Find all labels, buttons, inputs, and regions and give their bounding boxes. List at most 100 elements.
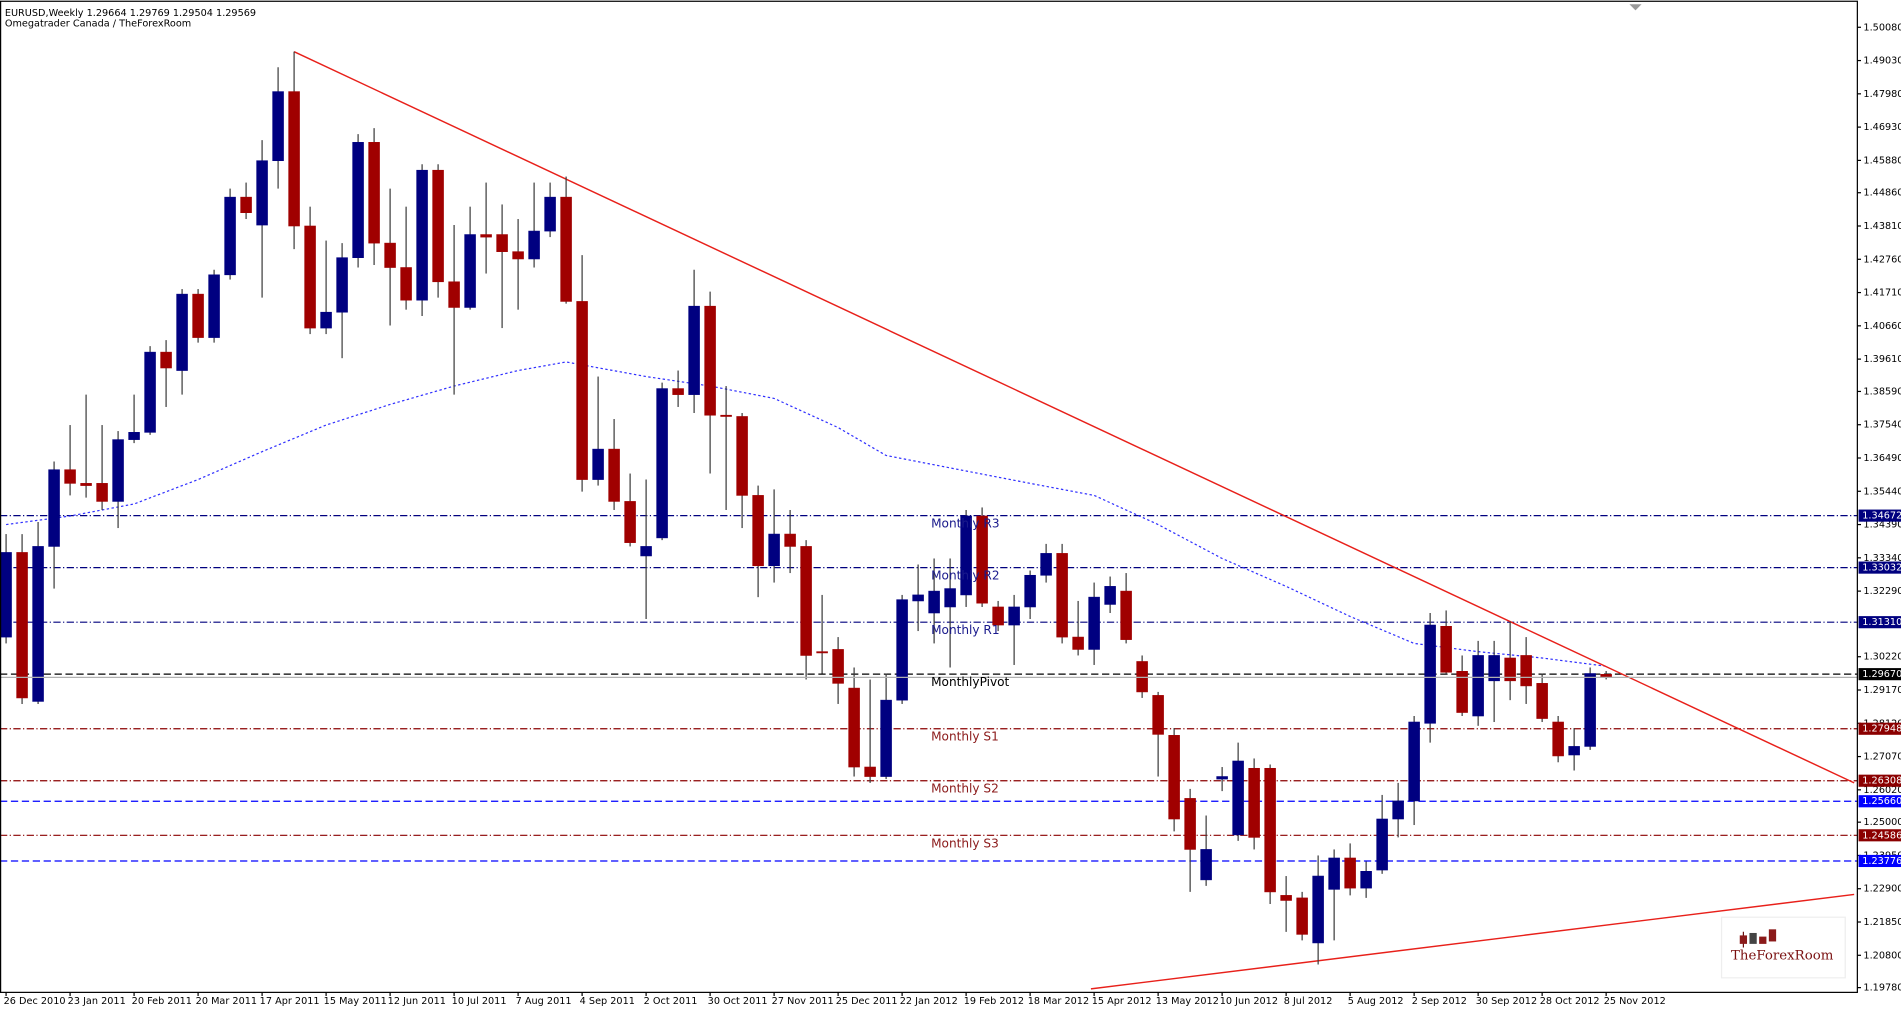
candle-body <box>1488 655 1500 682</box>
candle-body <box>784 533 796 547</box>
candle-body <box>864 766 876 777</box>
y-tick-label: 1.47980 <box>1863 89 1901 100</box>
candle-body <box>1520 655 1532 687</box>
candle-body <box>432 169 444 283</box>
x-tick-label: 15 May 2011 <box>324 996 387 1007</box>
y-tick-label: 1.40660 <box>1863 321 1901 332</box>
x-tick-label: 27 Nov 2011 <box>772 996 834 1007</box>
x-tick-label: 25 Dec 2011 <box>836 996 898 1007</box>
candle-body <box>512 251 524 260</box>
candle-body <box>848 687 860 768</box>
candle-body <box>528 230 540 260</box>
candle-body <box>624 501 636 543</box>
candle-body <box>320 311 332 329</box>
x-tick-label: 8 Jul 2012 <box>1284 996 1333 1007</box>
candle-body <box>1120 590 1132 640</box>
candle-body <box>1152 695 1164 735</box>
candle-body <box>368 142 380 244</box>
trend-line <box>1090 893 1855 990</box>
y-tick-label: 1.36490 <box>1863 453 1901 464</box>
candle-body <box>704 305 716 416</box>
level-value-box <box>1858 774 1901 787</box>
x-tick-label: 26 Dec 2010 <box>4 996 66 1007</box>
candle-body <box>336 257 348 313</box>
candle-body <box>176 293 188 371</box>
chart-shift-marker <box>1629 4 1642 11</box>
x-tick-label: 10 Jul 2011 <box>452 996 507 1007</box>
candle-body <box>1568 746 1580 756</box>
candle-body <box>256 160 268 226</box>
x-tick-label: 19 Feb 2012 <box>964 996 1024 1007</box>
y-tick-label: 1.32290 <box>1863 586 1901 597</box>
logo-icon <box>1749 932 1757 944</box>
y-tick-label: 1.49030 <box>1863 56 1901 67</box>
y-tick-label: 1.35440 <box>1863 486 1901 497</box>
candle-body <box>48 469 60 547</box>
y-tick-label: 1.42760 <box>1863 254 1901 265</box>
candle-body <box>80 483 92 486</box>
candle-body <box>0 552 12 638</box>
level-value-label: 1.27948 <box>1862 724 1901 735</box>
y-tick-label: 1.45880 <box>1863 155 1901 166</box>
candle-body <box>304 225 316 329</box>
y-tick-label: 1.22900 <box>1863 884 1901 895</box>
level-value-box <box>1858 616 1901 629</box>
candle-body <box>1344 857 1356 889</box>
candle-body <box>240 196 252 213</box>
candle-body <box>816 651 828 654</box>
candle-body <box>1232 760 1244 836</box>
candle-body <box>1392 800 1404 820</box>
level-name: Monthly S1 <box>931 730 999 744</box>
x-tick-label: 15 Apr 2012 <box>1092 996 1152 1007</box>
level-value-label: 1.23776 <box>1862 856 1901 867</box>
y-tick-label: 1.34390 <box>1863 520 1901 531</box>
candle-body <box>576 301 588 480</box>
y-tick-label: 1.38590 <box>1863 386 1901 397</box>
candle-body <box>1264 767 1276 893</box>
candle-body <box>592 448 604 480</box>
y-tick-label: 1.41710 <box>1863 288 1901 299</box>
x-tick-label: 10 Jun 2012 <box>1220 996 1278 1007</box>
y-tick-label: 1.30220 <box>1863 652 1901 663</box>
candle-body <box>928 590 940 614</box>
y-tick-label: 1.29170 <box>1863 685 1901 696</box>
candle-body <box>944 588 956 608</box>
candle-body <box>768 533 780 567</box>
level-name: Monthly R1 <box>931 623 999 637</box>
candle-body <box>400 267 412 301</box>
candle-body <box>1328 857 1340 890</box>
candle-body <box>880 699 892 777</box>
candle-body <box>32 546 44 702</box>
logo-icon <box>1739 935 1748 944</box>
candle-body <box>1280 895 1292 901</box>
candle-body <box>912 594 924 602</box>
broker-info: Omegatrader Canada / TheForexRoom <box>5 19 191 30</box>
candle-body <box>720 414 732 417</box>
x-tick-label: 2 Oct 2011 <box>644 996 698 1007</box>
candle-body <box>1248 767 1260 838</box>
level-value-box <box>1858 795 1901 808</box>
candle-body <box>1008 606 1020 626</box>
x-tick-label: 18 Mar 2012 <box>1028 996 1089 1007</box>
candle-body <box>1312 875 1324 944</box>
y-tick-label: 1.44860 <box>1863 188 1901 199</box>
candle-body <box>1424 624 1436 724</box>
level-value-label: 1.29670 <box>1862 669 1901 680</box>
candle-body <box>1024 574 1036 608</box>
candle-body <box>272 91 284 162</box>
candle-body <box>672 388 684 395</box>
candle-body <box>1440 625 1452 673</box>
candle-body <box>640 546 652 557</box>
level-name: Monthly S3 <box>931 836 999 850</box>
x-tick-label: 25 Nov 2012 <box>1604 996 1666 1007</box>
plot-area <box>0 51 1858 990</box>
x-tick-label: 28 Oct 2012 <box>1540 996 1600 1007</box>
candle-body <box>64 469 76 484</box>
candle-body <box>1088 596 1100 650</box>
level-name: Monthly R2 <box>931 569 999 583</box>
candle-body <box>608 448 620 502</box>
x-tick-label: 2 Sep 2012 <box>1412 996 1467 1007</box>
